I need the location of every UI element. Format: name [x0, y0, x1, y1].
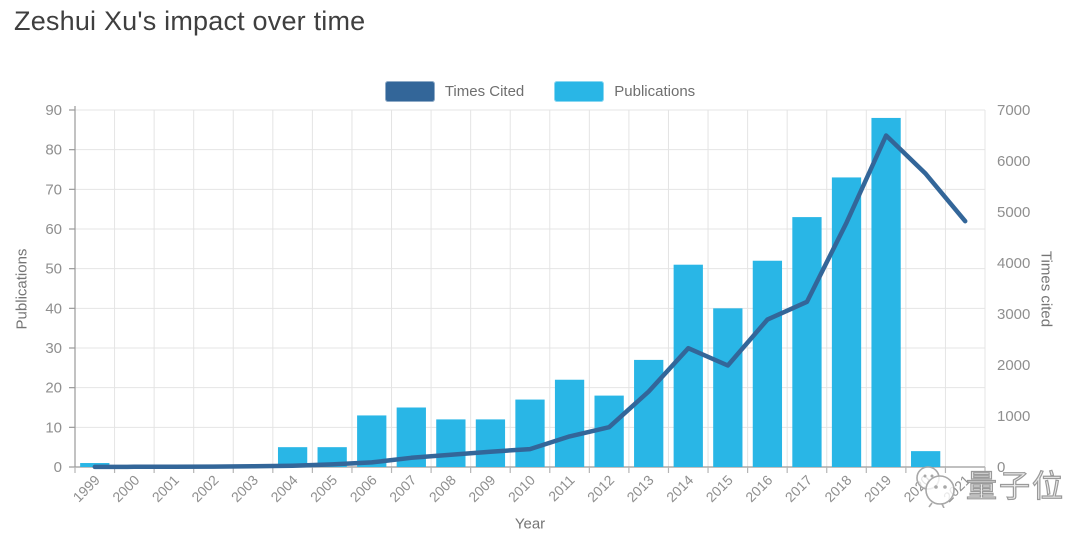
watermark: 量子位	[912, 464, 1065, 508]
bar-2008[interactable]	[436, 419, 466, 467]
left-tick-label: 10	[45, 419, 62, 436]
right-tick-label: 5000	[997, 204, 1030, 221]
x-tick-label: 2016	[742, 472, 775, 505]
left-tick-label: 40	[45, 300, 62, 317]
x-axis-title: Year	[514, 515, 546, 533]
x-tick-label: 2009	[465, 472, 498, 505]
bar-2016[interactable]	[752, 260, 783, 467]
x-tick-label: 2014	[663, 472, 696, 505]
bar-2015[interactable]	[713, 308, 743, 467]
left-axis-title: Publications	[13, 248, 31, 330]
bar-2006[interactable]	[357, 415, 387, 467]
x-tick-label: 1999	[70, 472, 103, 505]
watermark-text: 量子位	[965, 468, 1065, 504]
left-tick-label: 70	[45, 181, 62, 198]
chart-legend: Times Cited Publications	[0, 78, 1080, 104]
right-axis-title: Times cited	[1037, 250, 1055, 328]
legend-label-publications: Publications	[614, 82, 696, 100]
right-tick-label: 7000	[997, 102, 1030, 119]
x-tick-label: 2017	[782, 472, 815, 505]
x-tick-label: 2012	[584, 472, 617, 505]
right-tick-label: 0	[997, 459, 1005, 476]
times-cited-swatch-icon	[384, 80, 435, 102]
page-title: Zeshui Xu's impact over time	[14, 6, 366, 36]
right-tick-label: 4000	[997, 255, 1030, 272]
left-tick-label: 60	[45, 221, 62, 238]
right-tick-label: 3000	[997, 306, 1030, 323]
left-tick-label: 50	[45, 261, 62, 278]
x-tick-label: 2001	[149, 472, 182, 505]
publications-swatch-icon	[554, 80, 605, 102]
x-tick-label: 2010	[505, 472, 538, 505]
x-tick-label: 2003	[228, 472, 261, 505]
x-tick-label: 2000	[109, 472, 142, 505]
x-tick-label: 2004	[267, 472, 300, 505]
bar-2017[interactable]	[792, 217, 822, 467]
right-tick-label: 2000	[997, 357, 1030, 374]
legend-item-publications[interactable]: Publications	[554, 80, 696, 102]
x-tick-label: 2018	[821, 472, 854, 505]
left-tick-label: 20	[45, 380, 62, 397]
left-tick-label: 90	[45, 102, 62, 119]
bar-2019[interactable]	[871, 117, 901, 467]
x-tick-label: 2019	[861, 472, 894, 505]
bar-2014[interactable]	[673, 264, 703, 467]
bar-2013[interactable]	[634, 359, 664, 467]
legend-item-times-cited[interactable]: Times Cited	[384, 80, 525, 102]
x-tick-label: 2008	[426, 472, 459, 505]
x-tick-label: 2007	[386, 472, 419, 505]
bar-2010[interactable]	[515, 399, 545, 467]
x-tick-label: 2002	[188, 472, 221, 505]
legend-label-times-cited: Times Cited	[444, 82, 525, 100]
right-tick-label: 1000	[997, 408, 1030, 425]
left-tick-label: 80	[45, 142, 62, 159]
x-tick-label: 2015	[703, 472, 736, 505]
bar-2011[interactable]	[554, 379, 585, 467]
x-tick-label: 2013	[623, 472, 656, 505]
x-tick-label: 2006	[347, 472, 380, 505]
x-tick-label: 2005	[307, 472, 340, 505]
bar-2009[interactable]	[475, 419, 506, 467]
right-tick-label: 6000	[997, 153, 1030, 170]
x-tick-label: 2011	[545, 472, 578, 505]
qbitai-logo-icon	[916, 466, 955, 508]
bar-2004[interactable]	[277, 447, 308, 467]
bar-2020[interactable]	[911, 451, 941, 467]
left-tick-label: 30	[45, 340, 62, 357]
times-cited-line[interactable]	[92, 133, 968, 470]
left-tick-label: 0	[54, 459, 62, 476]
